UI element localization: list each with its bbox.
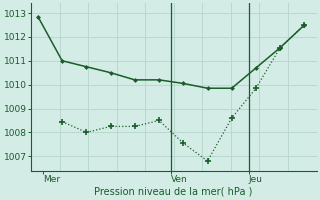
X-axis label: Pression niveau de la mer( hPa ): Pression niveau de la mer( hPa )	[94, 187, 253, 197]
